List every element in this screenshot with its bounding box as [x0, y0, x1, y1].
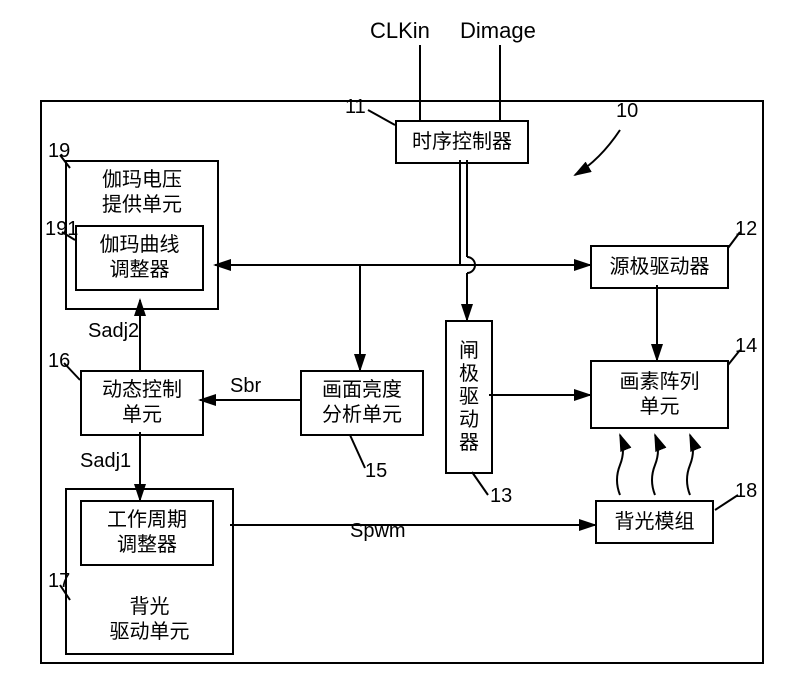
- sig-sbr: Sbr: [230, 375, 261, 398]
- num-15: 15: [365, 460, 387, 483]
- src-drv-l1: 源极驱动器: [610, 255, 710, 280]
- block-pixel-array: 画素阵列 单元: [590, 360, 729, 429]
- num-12: 12: [735, 218, 757, 241]
- duty-adj-l2: 调整器: [117, 533, 177, 558]
- gate-drv-l4: 动: [459, 409, 479, 432]
- dyn-ctrl-l2: 单元: [122, 403, 162, 428]
- brightness-l1: 画面亮度: [322, 378, 402, 403]
- gamma-supply-l1: 伽玛电压: [102, 168, 182, 193]
- backlight-drv-l1: 背光: [130, 595, 170, 620]
- label-dimage: Dimage: [460, 18, 536, 44]
- backlight-drv-l2: 驱动单元: [110, 620, 190, 645]
- num-14: 14: [735, 335, 757, 358]
- sig-sadj1: Sadj1: [80, 450, 131, 473]
- gamma-supply-l2: 提供单元: [102, 193, 182, 218]
- num-16: 16: [48, 350, 70, 373]
- block-gate-driver: 闸 极 驱 动 器: [445, 320, 493, 474]
- num-10: 10: [616, 100, 638, 123]
- gamma-adj-l1: 伽玛曲线: [100, 233, 180, 258]
- pixel-arr-l2: 单元: [640, 395, 680, 420]
- num-11: 11: [345, 96, 366, 119]
- gate-drv-l1: 闸: [459, 340, 479, 363]
- duty-adj-l1: 工作周期: [107, 508, 187, 533]
- diagram-canvas: CLKin Dimage 时序控制器 伽玛电压 提供单元 伽玛曲线 调整器 动态…: [0, 0, 800, 686]
- gate-drv-l2: 极: [459, 363, 479, 386]
- sig-spwm: Spwm: [350, 520, 406, 543]
- gate-drv-l3: 驱: [459, 386, 479, 409]
- sig-sadj2: Sadj2: [88, 320, 139, 343]
- num-18: 18: [735, 480, 757, 503]
- block-gamma-adjuster: 伽玛曲线 调整器: [75, 225, 204, 291]
- block-timing-controller-label: 时序控制器: [412, 130, 512, 155]
- block-source-driver: 源极驱动器: [590, 245, 729, 289]
- brightness-l2: 分析单元: [322, 403, 402, 428]
- dyn-ctrl-l1: 动态控制: [102, 378, 182, 403]
- block-dynamic-control: 动态控制 单元: [80, 370, 204, 436]
- gamma-adj-l2: 调整器: [110, 258, 170, 283]
- num-191: 191: [45, 218, 78, 241]
- label-clkin: CLKin: [370, 18, 430, 44]
- backlight-mod-l1: 背光模组: [615, 510, 695, 535]
- block-backlight-module: 背光模组: [595, 500, 714, 544]
- num-19: 19: [48, 140, 70, 163]
- gate-drv-l5: 器: [459, 432, 479, 455]
- num-13: 13: [490, 485, 512, 508]
- block-brightness-analysis: 画面亮度 分析单元: [300, 370, 424, 436]
- pixel-arr-l1: 画素阵列: [620, 370, 700, 395]
- num-17: 17: [48, 570, 70, 593]
- block-duty-adjuster: 工作周期 调整器: [80, 500, 214, 566]
- block-timing-controller: 时序控制器: [395, 120, 529, 164]
